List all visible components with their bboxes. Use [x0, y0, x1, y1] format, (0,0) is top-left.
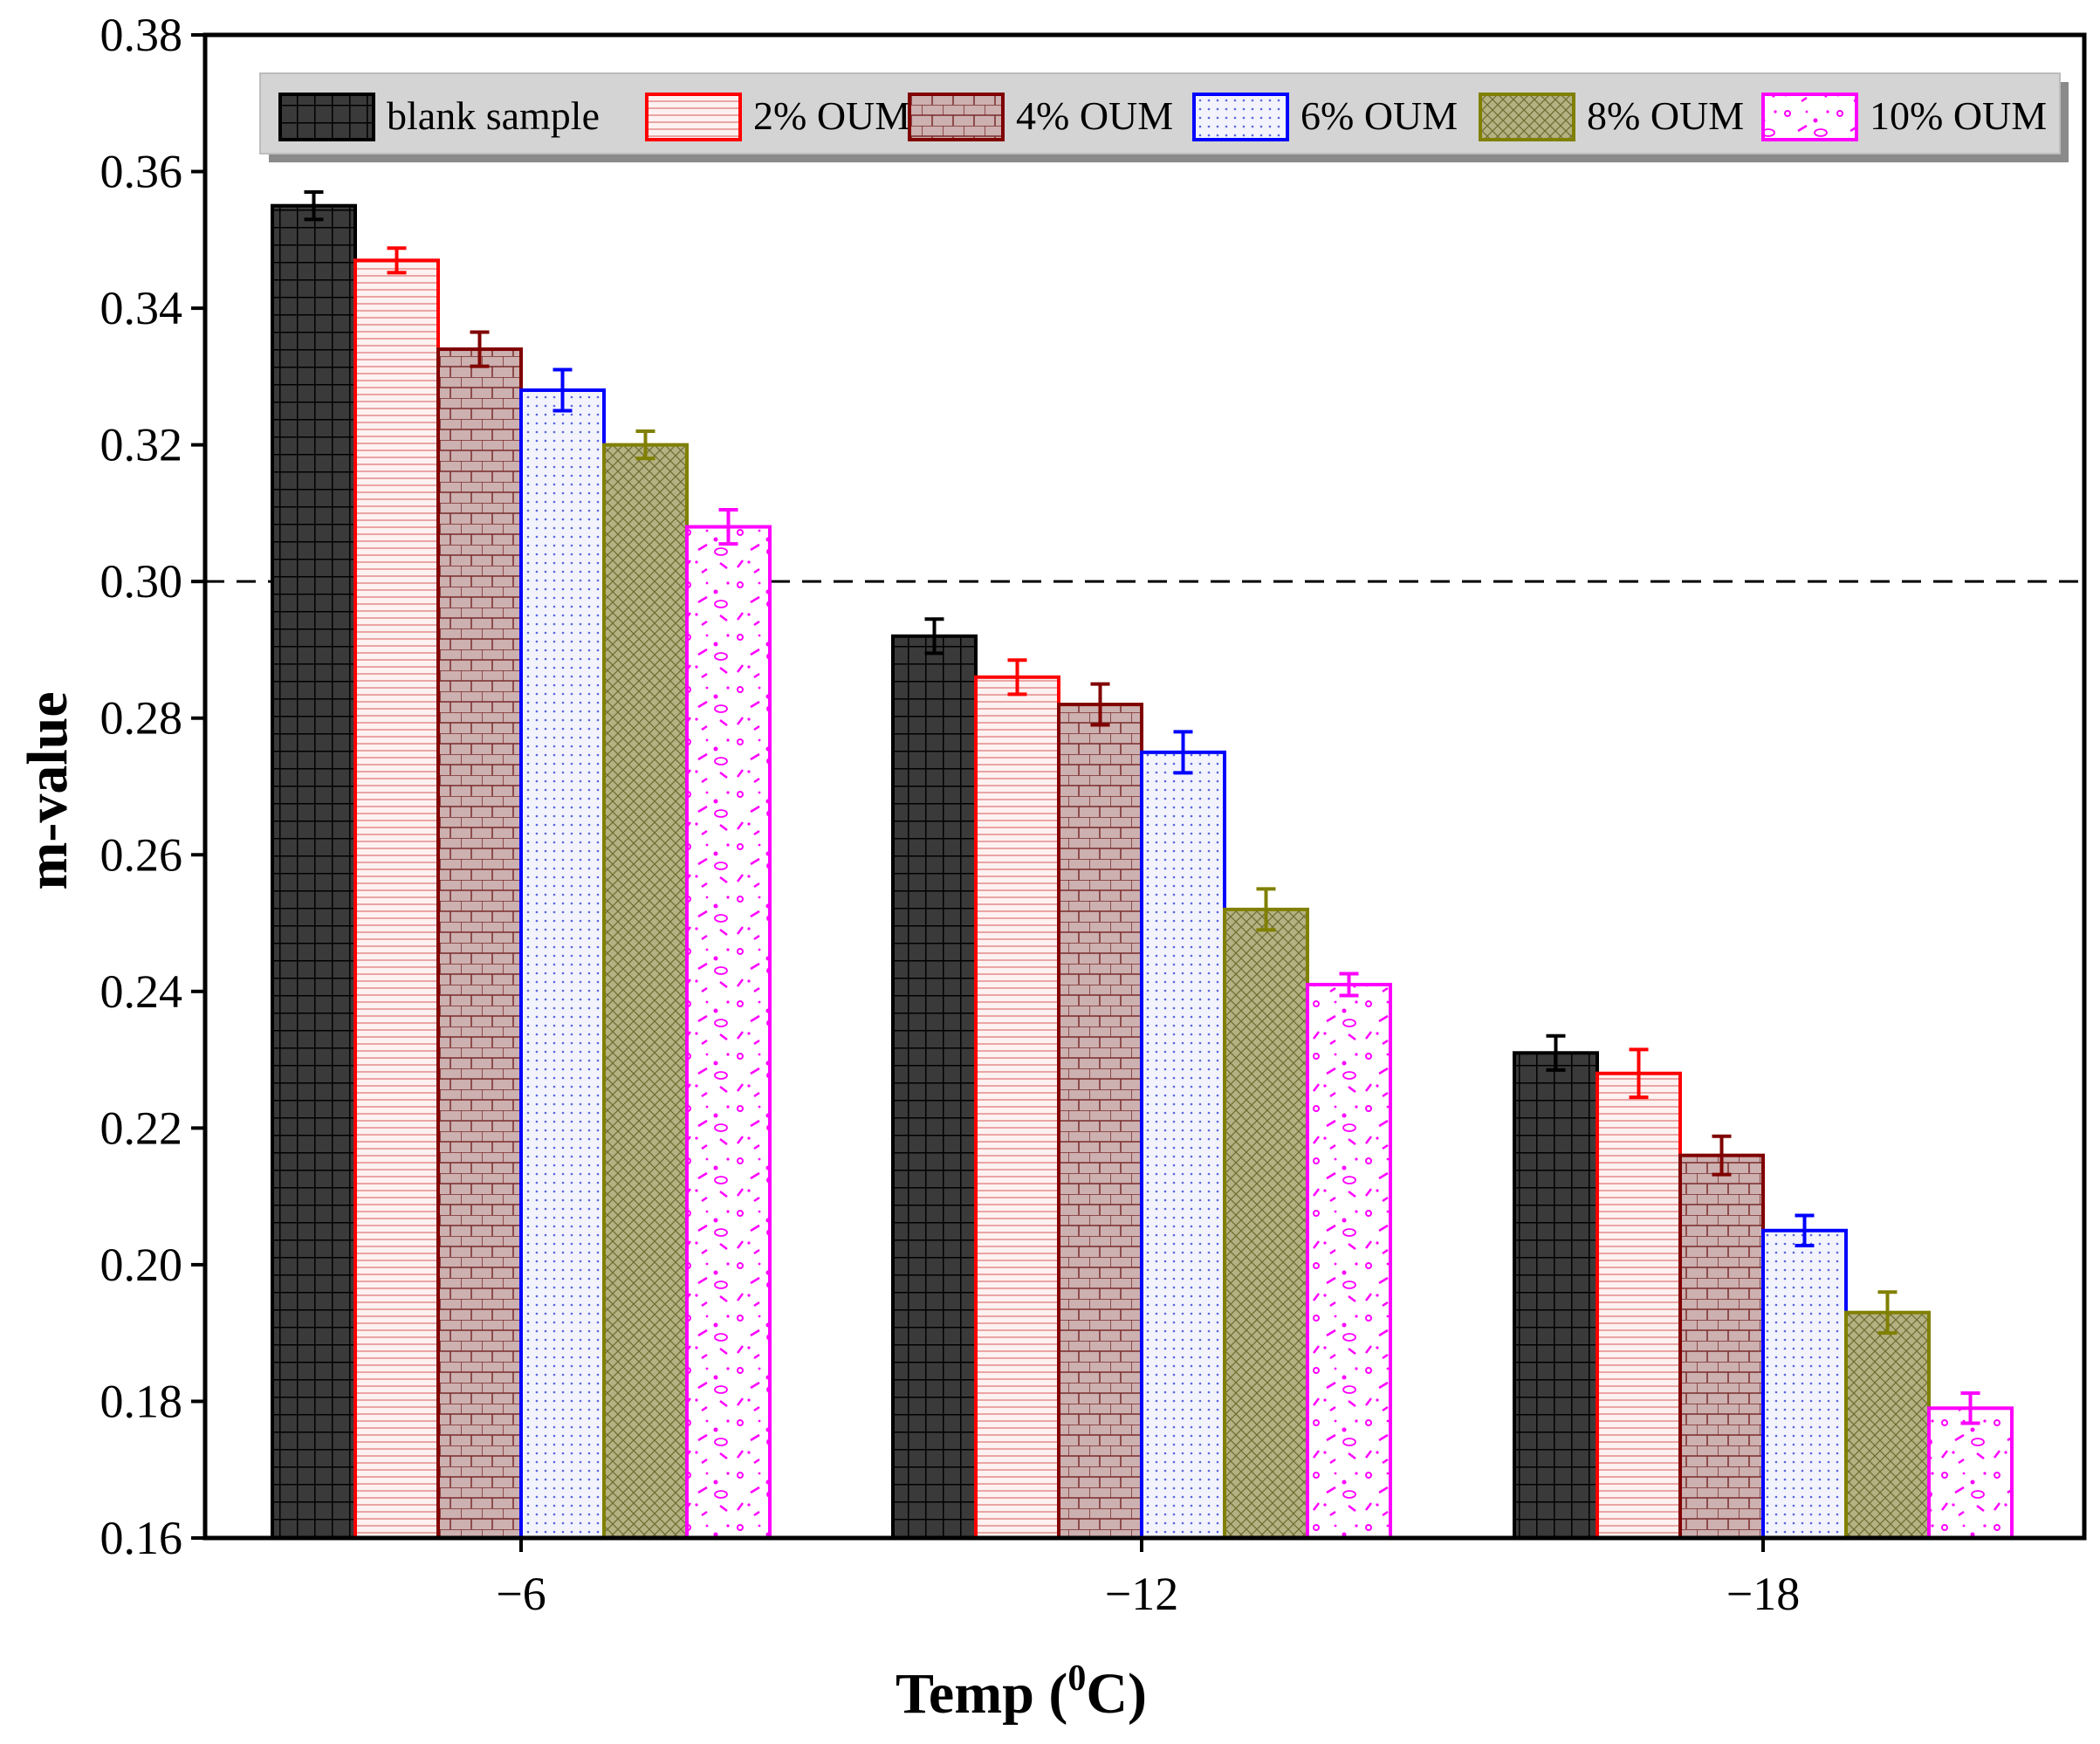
- legend-swatch: [278, 93, 375, 141]
- bar: [974, 675, 1060, 1540]
- y-tick-label: 0.34: [100, 282, 183, 334]
- bar: [1140, 750, 1226, 1540]
- legend-label: 8% OUM: [1587, 93, 1744, 138]
- y-axis-title: m-value: [16, 691, 79, 889]
- bar: [1761, 1228, 1848, 1540]
- bar: [519, 388, 606, 1540]
- bar: [602, 443, 689, 1540]
- y-tick-label: 0.30: [100, 555, 183, 608]
- legend: blank sample 2% OUM 4% OUM 6% OUM 8% OUM 10% …: [259, 72, 2069, 162]
- x-axis-title-superscript: 0: [1067, 1658, 1086, 1699]
- bar: [685, 525, 772, 1541]
- y-tick-label: 0.32: [100, 419, 183, 471]
- y-tick-label: 0.28: [100, 692, 183, 745]
- bar: [353, 258, 440, 1540]
- legend-label: 2% OUM: [753, 93, 910, 138]
- axes-layer: 0.16 0.18 0.20 0.22 0.24 0.26 0.28 0.30 0.32 0.34…: [100, 9, 2087, 1620]
- plot-frame: [202, 32, 2087, 1541]
- y-tick-label: 0.36: [100, 146, 183, 198]
- bar: [1596, 1071, 1682, 1540]
- legend-swatch: [1761, 93, 1858, 141]
- x-tick-label: −18: [1726, 1568, 1800, 1620]
- bar: [1306, 982, 1392, 1541]
- bar: [1678, 1153, 1765, 1540]
- y-tick-label: 0.24: [100, 965, 183, 1018]
- legend-swatch: [1192, 93, 1289, 141]
- y-tick-label: 0.26: [100, 828, 183, 881]
- y-tick-label: 0.18: [100, 1375, 183, 1427]
- bar: [271, 203, 357, 1541]
- legend-swatch: [908, 93, 1005, 141]
- bar: [436, 347, 523, 1540]
- y-tick-label: 0.20: [100, 1239, 183, 1291]
- bar: [1513, 1051, 1599, 1541]
- bar: [1844, 1310, 1931, 1540]
- legend-box: [259, 72, 2061, 154]
- legend-label: 10% OUM: [1870, 93, 2047, 138]
- x-tick-label: −12: [1105, 1568, 1178, 1620]
- bar: [1927, 1406, 2014, 1541]
- bars-layer: [271, 190, 2014, 1541]
- x-axis-title: Temp (0C): [896, 1658, 1147, 1726]
- bar: [1057, 703, 1143, 1540]
- legend-label: 6% OUM: [1300, 93, 1458, 138]
- y-tick-label: 0.16: [100, 1512, 183, 1564]
- legend-swatch: [1479, 93, 1575, 141]
- bar: [1223, 907, 1309, 1540]
- bar: [891, 634, 978, 1540]
- y-tick-label: 0.22: [100, 1102, 183, 1154]
- legend-label: blank sample: [387, 93, 600, 138]
- legend-label: 4% OUM: [1016, 93, 1173, 138]
- x-tick-label: −6: [496, 1568, 546, 1620]
- legend-swatch: [645, 93, 742, 141]
- y-tick-label: 0.38: [100, 9, 183, 61]
